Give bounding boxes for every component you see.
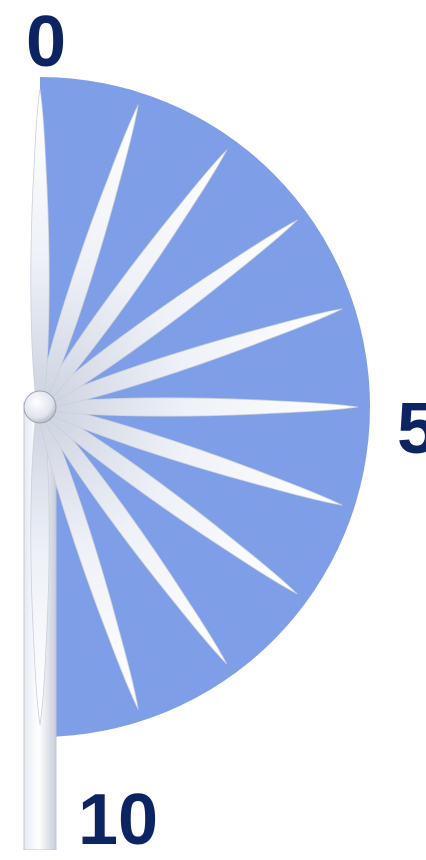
blade-group bbox=[30, 88, 359, 726]
turbine-hub bbox=[23, 390, 57, 424]
blade-position-7 bbox=[43, 407, 298, 595]
scale-label-top: 0 bbox=[26, 2, 67, 82]
blade-position-4 bbox=[45, 308, 343, 409]
blade-position-1 bbox=[38, 104, 139, 402]
blade-position-0 bbox=[30, 88, 50, 400]
blade-position-8 bbox=[40, 410, 228, 665]
blade-position-9 bbox=[38, 412, 139, 710]
scale-label-middle: 5 bbox=[397, 389, 426, 469]
blade-position-10 bbox=[30, 414, 50, 726]
blade-position-6 bbox=[45, 405, 343, 506]
blade-position-2 bbox=[40, 149, 228, 404]
scale-label-bottom: 10 bbox=[78, 780, 159, 860]
blade-position-5 bbox=[47, 397, 359, 417]
blade-position-3 bbox=[43, 219, 298, 407]
